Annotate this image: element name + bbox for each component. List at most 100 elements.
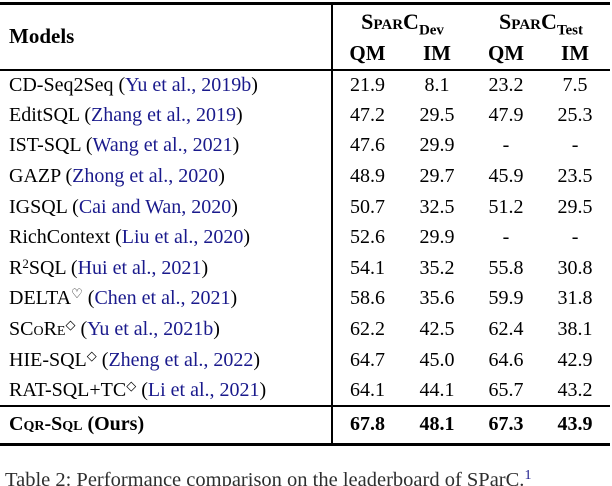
metric-value: 29.5 — [557, 195, 593, 218]
sparc-label-smallcaps: par — [511, 9, 541, 35]
model-name-cell: R2SQL (Hui et al., 2021) — [9, 255, 209, 279]
diamond-suit-icon: ◇ — [65, 317, 76, 333]
metric-value: 47.6 — [331, 130, 402, 162]
sparc-label-part: C — [403, 9, 419, 35]
metric-value: 42.9 — [557, 348, 593, 371]
model-name: SQL — [28, 256, 66, 279]
metric-value: 32.5 — [419, 195, 455, 218]
sparc-label-part: S — [361, 9, 374, 35]
metric-value: 65.7 — [488, 378, 524, 401]
superscript-2: 2 — [22, 255, 29, 271]
footnote-link[interactable]: 1 — [524, 468, 532, 483]
metric-value: 21.9 — [331, 68, 402, 101]
header-group-row: Models SparCDev SparCTest — [0, 3, 610, 48]
models-column-header: Models — [9, 24, 75, 49]
table-row: CD-Seq2Seq (Yu et al., 2019b) 21.9 8.1 23.2… — [0, 68, 611, 101]
model-name: RAT-SQL+TC — [9, 378, 127, 401]
citation-link[interactable]: Yu et al., 2021b — [87, 318, 214, 341]
table-row: RichContext (Liu et al., 2020) 52.6 29.9 - - — [0, 222, 610, 254]
model-name-cell: DELTA♡ (Chen et al., 2021) — [9, 286, 238, 310]
citation-link[interactable]: Hui et al., 2021 — [77, 256, 202, 279]
metric-value: 43.9 — [540, 405, 611, 446]
metric-value: 64.7 — [331, 344, 402, 376]
sparc-dev-group-header: SparCDev — [330, 3, 473, 41]
metric-value: 29.5 — [419, 103, 455, 126]
test-subscript: Test — [556, 22, 584, 39]
metric-value: - — [502, 226, 510, 249]
results-table: Models SparCDev SparCTest QM IM QM IM CD… — [0, 2, 611, 446]
citation-link[interactable]: Zhang et al., 2019 — [91, 103, 237, 126]
metric-value: 47.9 — [488, 103, 524, 126]
table-row: GAZP (Zhong et al., 2020) 48.9 29.7 45.9 23.… — [0, 161, 610, 192]
model-name: HIE-SQL — [9, 348, 87, 371]
citation-link[interactable]: Zheng et al., 2022 — [108, 348, 254, 371]
dev-subscript: Dev — [418, 22, 444, 39]
sparc-test-group-header: SparCTest — [472, 4, 610, 41]
table-row-ours: Cqr-Sql (Ours) 67.8 48.1 67.3 43.9 — [0, 405, 611, 446]
metric-value: 35.6 — [419, 287, 455, 310]
model-name: R — [9, 256, 23, 279]
model-name: IGSQL — [9, 195, 68, 218]
citation-link[interactable]: Chen et al., 2021 — [94, 287, 231, 310]
sparc-label-part: S — [499, 9, 512, 35]
citation-link[interactable]: Cai and Wan, 2020 — [78, 195, 232, 218]
metric-value: 67.8 — [331, 405, 402, 446]
metric-value: - — [502, 134, 510, 157]
model-name: SCoRe — [9, 318, 66, 341]
metric-value: 59.9 — [488, 287, 524, 310]
metric-value: 29.9 — [419, 134, 455, 157]
citation-link[interactable]: Yu et al., 2019b — [125, 73, 252, 96]
metric-value: 62.2 — [331, 314, 402, 345]
citation-link[interactable]: Zhong et al., 2020 — [72, 165, 219, 188]
metric-value: 23.5 — [557, 165, 593, 188]
header-metric-row: QM IM QM IM — [0, 40, 610, 70]
heart-suit-icon: ♡ — [71, 286, 83, 302]
citation-link[interactable]: Liu et al., 2020 — [121, 226, 244, 249]
citation-link[interactable]: Li et al., 2021 — [147, 378, 260, 401]
metric-value: 7.5 — [540, 68, 611, 101]
metric-value: 64.1 — [331, 375, 402, 407]
metric-value: 51.2 — [488, 195, 524, 218]
model-name: IST-SQL — [9, 134, 81, 157]
model-name-cell: RAT-SQL+TC◇ (Li et al., 2021) — [9, 377, 267, 401]
model-name: GAZP — [9, 165, 61, 188]
table-row: IST-SQL (Wang et al., 2021) 47.6 29.9 - - — [0, 130, 610, 162]
col-header-dev-im: IM — [423, 40, 451, 65]
col-header-test-im: IM — [561, 40, 590, 65]
metric-value: 35.2 — [419, 256, 455, 279]
metric-value: 47.2 — [331, 100, 402, 131]
metric-value: - — [571, 134, 579, 157]
metric-value: 29.7 — [419, 165, 455, 188]
table-row: EditSQL (Zhang et al., 2019) 47.2 29.5 47.9… — [0, 100, 610, 131]
cqr-sql-label: Cqr-Sql — [9, 413, 83, 436]
sparc-label-part: C — [541, 9, 557, 35]
diamond-suit-icon: ◇ — [126, 377, 137, 393]
model-name-ours: Cqr-Sql (Ours) — [0, 405, 332, 446]
table-row: SCoRe◇ (Yu et al., 2021b) 62.2 42.5 62.4 38.… — [0, 314, 610, 345]
model-name-cell: IST-SQL (Wang et al., 2021) — [9, 134, 240, 157]
model-name-cell: GAZP (Zhong et al., 2020) — [9, 165, 225, 188]
table-row: DELTA♡ (Chen et al., 2021) 58.6 35.6 59.9 31… — [0, 283, 610, 315]
metric-value: 38.1 — [557, 318, 593, 341]
metric-value: 64.6 — [488, 348, 524, 371]
metric-value: 55.8 — [488, 256, 524, 279]
citation-link[interactable]: Wang et al., 2021 — [92, 134, 233, 157]
metric-value: - — [571, 226, 579, 249]
ours-label: (Ours) — [82, 413, 145, 436]
model-name-cell: EditSQL (Zhang et al., 2019) — [9, 103, 243, 126]
metric-value: 8.1 — [402, 68, 473, 101]
model-name-cell: CD-Seq2Seq (Yu et al., 2019b) — [0, 68, 332, 101]
metric-value: 29.9 — [419, 226, 455, 249]
metric-value: 42.5 — [419, 318, 455, 341]
metric-value: 50.7 — [331, 191, 402, 223]
model-name-cell: HIE-SQL◇ (Zheng et al., 2022) — [9, 347, 261, 371]
metric-value: 45.9 — [488, 165, 524, 188]
sparc-label-smallcaps: par — [373, 9, 404, 35]
table-caption: Table 2: Performance comparison on the l… — [5, 469, 609, 486]
metric-value: 48.1 — [402, 405, 473, 446]
model-name-cell: IGSQL (Cai and Wan, 2020) — [9, 195, 238, 218]
metric-value: 25.3 — [557, 103, 593, 126]
table-row: R2SQL (Hui et al., 2021) 54.1 35.2 55.8 30.8 — [0, 253, 610, 284]
metric-value: 44.1 — [419, 378, 455, 401]
metric-value: 43.2 — [557, 378, 593, 401]
